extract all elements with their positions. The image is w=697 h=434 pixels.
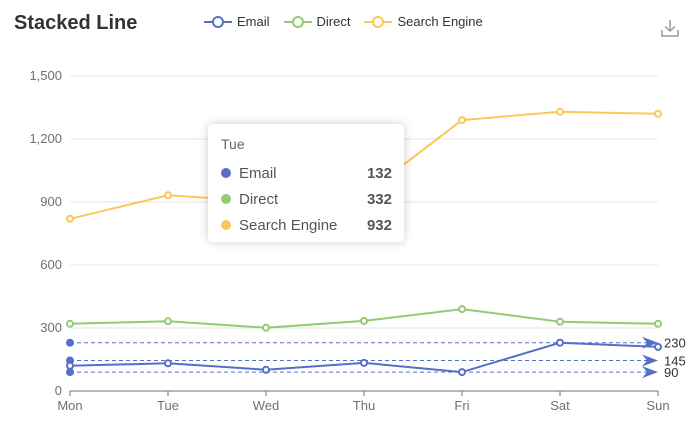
data-point[interactable]: [66, 361, 74, 370]
legend-label-direct: Direct: [316, 14, 351, 29]
download-icon[interactable]: [660, 18, 680, 38]
tooltip-dot-email: [221, 168, 231, 178]
mark-line-start: [66, 338, 74, 347]
tooltip-name-search-engine: Search Engine: [239, 216, 338, 234]
y-tick-label: 300: [40, 320, 62, 335]
x-tick-label: Thu: [353, 398, 375, 413]
legend-marker-email: [204, 15, 232, 28]
tooltip-category: Tue: [221, 136, 245, 152]
tooltip-dot-direct: [221, 194, 231, 204]
data-point[interactable]: [556, 317, 564, 326]
y-tick-label: 1,200: [29, 131, 62, 146]
tooltip-value-email: 132: [366, 164, 392, 182]
mark-line-arrow: [642, 354, 658, 367]
data-point[interactable]: [164, 317, 172, 326]
mark-line-label: 145: [664, 354, 686, 369]
tooltip-value-direct: 332: [366, 190, 392, 208]
data-point[interactable]: [66, 319, 74, 328]
data-point[interactable]: [458, 368, 466, 377]
data-point[interactable]: [262, 323, 270, 332]
axes: 0 300 600 900 1,200 1,500 Mon Tue Wed Thu Fri Sat Su…: [29, 68, 669, 413]
legend-label-email: Email: [237, 14, 270, 29]
tooltip-dot-search-engine: [221, 220, 231, 230]
tooltip-row-search-engine: Search Engine 932: [221, 212, 392, 238]
data-point[interactable]: [654, 342, 662, 351]
y-tick-label: 600: [40, 257, 62, 272]
legend-marker-direct: [283, 15, 312, 28]
data-point[interactable]: [556, 338, 564, 347]
legend-item-direct[interactable]: Direct: [283, 14, 351, 29]
legend-label-search-engine: Search Engine: [397, 14, 483, 29]
x-tick-label: Sat: [550, 398, 570, 413]
data-point[interactable]: [262, 365, 270, 374]
tooltip-name-direct: Direct: [239, 190, 279, 208]
x-tick-label: Wed: [253, 398, 280, 413]
tooltip-row-direct: Direct 332: [221, 186, 392, 212]
legend-item-email[interactable]: Email: [204, 14, 270, 29]
legend-item-search-engine[interactable]: Search Engine: [364, 14, 483, 29]
y-tick-label: 0: [55, 383, 62, 398]
data-point[interactable]: [360, 316, 368, 325]
data-point[interactable]: [654, 319, 662, 328]
data-point[interactable]: [556, 107, 564, 116]
y-tick-label: 900: [40, 194, 62, 209]
mark-line-start: [66, 368, 74, 377]
data-point[interactable]: [458, 116, 466, 125]
data-point[interactable]: [66, 214, 74, 223]
data-point[interactable]: [164, 359, 172, 368]
x-tick-label: Tue: [157, 398, 179, 413]
tooltip: Tue Email 132 Direct 332 Search Engine 9…: [208, 124, 404, 242]
data-point[interactable]: [654, 109, 662, 118]
legend: Email Direct Search Engine: [204, 14, 483, 29]
tooltip-name-email: Email: [239, 164, 277, 182]
data-point[interactable]: [458, 305, 466, 314]
series-line-0: [69, 341, 659, 374]
mark-line-arrow: [642, 366, 658, 379]
tooltip-value-search-engine: 932: [366, 216, 392, 234]
data-point[interactable]: [164, 191, 172, 200]
y-tick-label: 1,500: [29, 68, 62, 83]
data-point[interactable]: [360, 358, 368, 367]
tooltip-row-email: Email 132: [221, 160, 392, 186]
x-tick-label: Sun: [646, 398, 669, 413]
legend-marker-search-engine: [364, 15, 393, 28]
mark-line-label: 90: [664, 365, 678, 380]
x-tick-label: Fri: [454, 398, 469, 413]
chart-title: Stacked Line: [14, 12, 138, 34]
x-tick-label: Mon: [57, 398, 82, 413]
mark-line-label: 230: [664, 336, 686, 351]
